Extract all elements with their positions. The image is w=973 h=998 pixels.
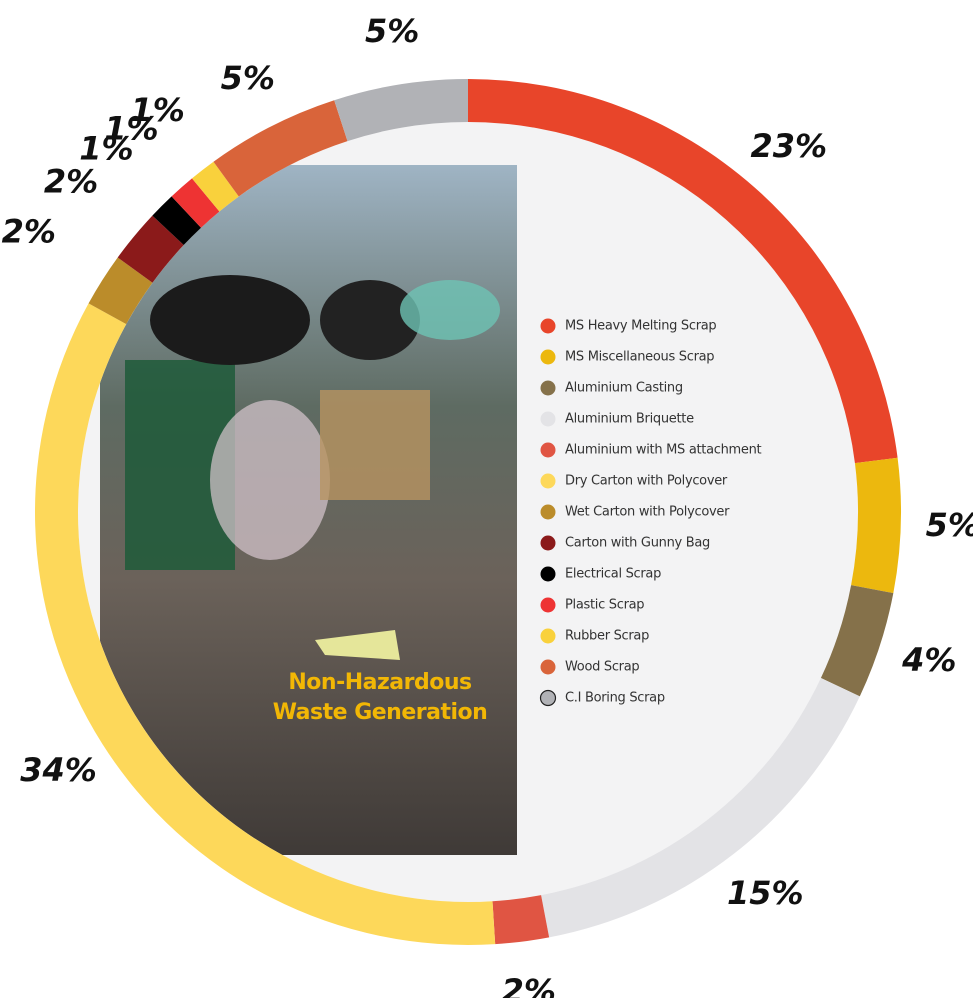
legend-swatch [539, 689, 557, 707]
data-label: 5% [926, 506, 973, 544]
legend-label: Plastic Scrap [565, 598, 644, 613]
legend-swatch [540, 535, 556, 551]
donut-slice [541, 678, 860, 938]
legend-label: Aluminium with MS attachment [565, 443, 762, 458]
data-label: 2% [44, 163, 98, 201]
data-label: 15% [727, 874, 804, 912]
legend-label: Electrical Scrap [565, 567, 661, 582]
donut-slice [35, 303, 496, 946]
data-label: 1% [130, 91, 184, 129]
data-label: 2% [502, 972, 556, 998]
legend-label: Carton with Gunny Bag [565, 536, 710, 551]
legend-swatch [540, 442, 556, 458]
donut-slice [213, 100, 348, 197]
data-label: 2% [2, 212, 56, 250]
legend-label: Dry Carton with Polycover [565, 474, 728, 489]
donut-slice [820, 585, 894, 697]
legend-swatch [540, 349, 556, 365]
photo [100, 165, 517, 855]
legend-swatch [540, 597, 556, 613]
legend-label: Aluminium Casting [565, 381, 683, 396]
legend-label: Wood Scrap [565, 660, 639, 675]
legend-swatch [540, 473, 556, 489]
legend-label: C.I Boring Scrap [565, 691, 665, 706]
donut-slice [88, 257, 153, 325]
legend-label: MS Heavy Melting Scrap [565, 319, 716, 334]
legend-swatch [540, 659, 556, 675]
data-label: 1% [104, 109, 158, 147]
data-label: 23% [750, 127, 827, 165]
chart-title: Non-Hazardous Waste Generation [272, 670, 488, 725]
donut-slice [152, 196, 202, 246]
donut-slice [334, 79, 468, 142]
data-label: 34% [20, 751, 97, 789]
legend-swatch [540, 411, 556, 427]
legend-swatch [540, 566, 556, 582]
data-label: 1% [79, 129, 133, 167]
legend-swatch [540, 504, 556, 520]
donut-slice [851, 457, 901, 594]
data-label: 4% [901, 641, 956, 679]
legend-label: Rubber Scrap [565, 629, 649, 644]
legend-label: Wet Carton with Polycover [565, 505, 730, 520]
donut-slice [117, 215, 184, 283]
legend-label: MS Miscellaneous Scrap [565, 350, 714, 365]
data-label: 5% [221, 59, 275, 97]
data-label: 5% [365, 12, 419, 50]
legend-swatch [540, 380, 556, 396]
donut-slice [492, 895, 550, 945]
legend-swatch [540, 628, 556, 644]
donut-slice [468, 79, 898, 464]
donut-slice [171, 178, 220, 228]
donut-slice [191, 161, 239, 212]
legend-label: Aluminium Briquette [565, 412, 694, 427]
legend-swatch [540, 318, 556, 334]
